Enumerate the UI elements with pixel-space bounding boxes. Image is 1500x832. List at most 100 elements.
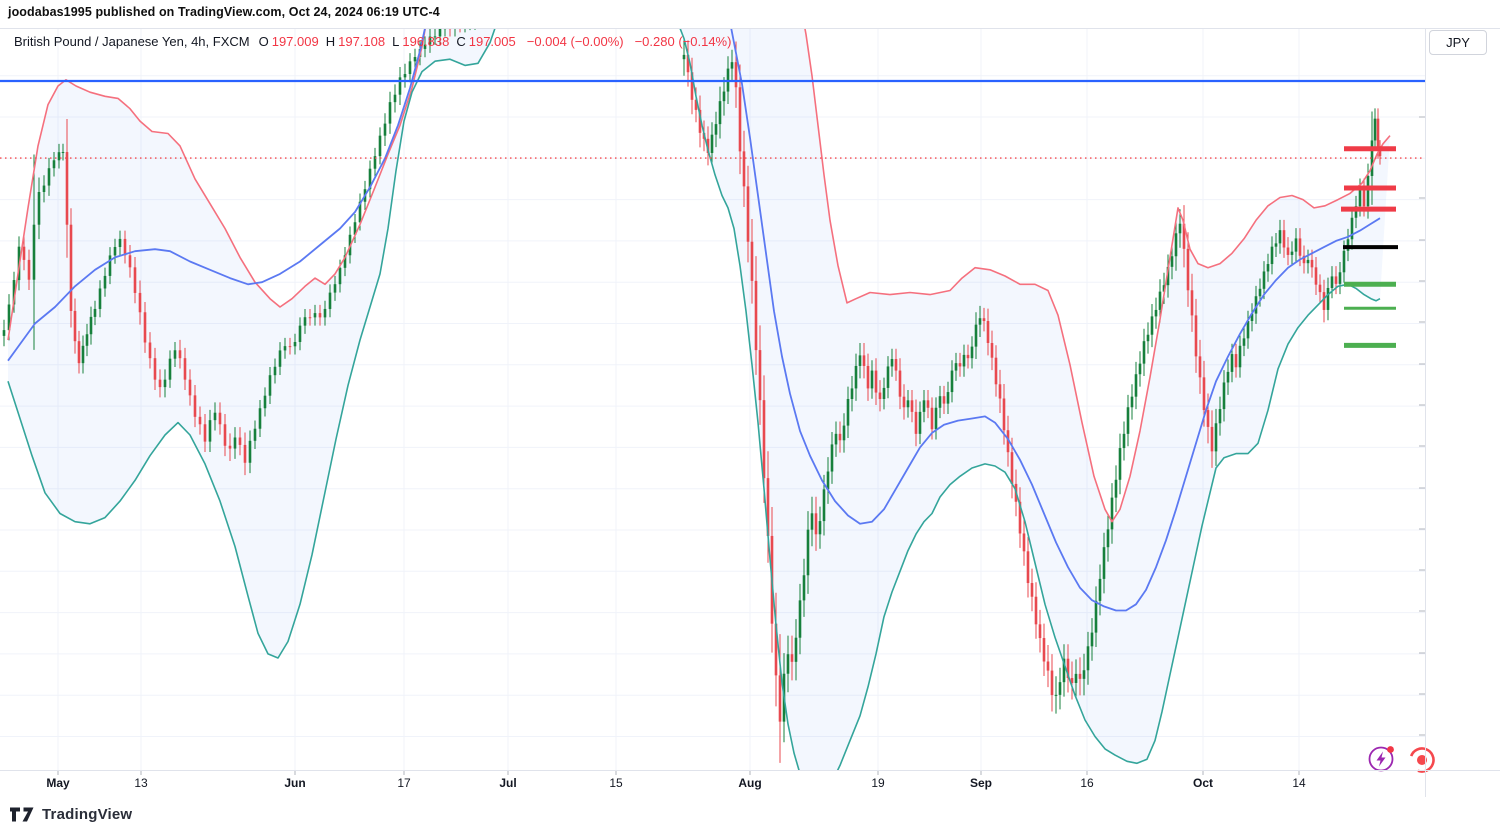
- candle-body: [1206, 410, 1210, 427]
- candle-body: [193, 395, 197, 417]
- candle-body: [81, 345, 85, 364]
- candle-body: [1134, 374, 1138, 397]
- flash-icon[interactable]: [1368, 746, 1394, 772]
- candle-body: [1054, 694, 1058, 696]
- candle-body: [866, 365, 870, 389]
- bollinger-basis-line: [7, 29, 1381, 612]
- bar-change-value: −0.280 (−0.14%): [634, 34, 732, 49]
- candle-body: [143, 312, 147, 343]
- candle-body: [1114, 479, 1118, 498]
- candle-body: [228, 445, 232, 449]
- candle-body: [1234, 354, 1238, 368]
- tradingview-logo[interactable]: TradingView: [10, 806, 132, 823]
- time-tick-label: Jun: [284, 776, 306, 790]
- candle-body: [998, 384, 1002, 399]
- candle-body: [158, 379, 162, 388]
- candle-body: [682, 54, 686, 60]
- candle-body: [2, 330, 6, 336]
- candle-body: [714, 124, 718, 135]
- candle-body: [790, 654, 794, 662]
- candle-body: [814, 513, 818, 535]
- candle-body: [173, 350, 177, 359]
- time-tick-label: 13: [134, 776, 148, 790]
- candle-body: [742, 151, 746, 187]
- currency-button[interactable]: JPY: [1429, 30, 1487, 55]
- candle-body: [1122, 433, 1126, 449]
- candle-body: [754, 280, 758, 351]
- candle-body: [686, 54, 690, 73]
- candle-body: [1042, 638, 1046, 662]
- candle-body: [1250, 313, 1254, 322]
- candle-body: [303, 317, 307, 326]
- candle-body: [1074, 673, 1078, 683]
- pane-content: [0, 15, 1425, 770]
- candle-body: [1270, 246, 1274, 265]
- candle-body: [47, 168, 51, 186]
- candle-body: [914, 411, 918, 434]
- candle-body: [1294, 238, 1298, 252]
- candle-body: [479, 15, 482, 16]
- candle-body: [690, 72, 694, 100]
- candle-body: [293, 342, 297, 347]
- candle-body: [318, 313, 322, 318]
- legend[interactable]: British Pound / Japanese Yen, 4h, FXCM O…: [14, 34, 731, 49]
- price-axis[interactable]: 198.000196.000195.000194.000193.000192.0…: [1426, 28, 1500, 770]
- candle-body: [218, 412, 222, 425]
- time-tick-label: 14: [1292, 776, 1306, 790]
- candle-body: [69, 224, 73, 311]
- candle-body: [1006, 430, 1010, 453]
- candle-body: [1326, 287, 1330, 310]
- candle-body: [1046, 661, 1050, 671]
- candle-body: [37, 192, 41, 225]
- candle-body: [378, 135, 382, 157]
- candle-body: [1194, 315, 1198, 357]
- candle-body: [118, 238, 122, 248]
- candle-body: [198, 416, 202, 425]
- candle-body: [1366, 175, 1370, 207]
- candle-body: [1166, 266, 1170, 286]
- candle-body: [283, 346, 287, 351]
- close-label: C: [456, 34, 466, 49]
- time-axis-separator: [0, 770, 1500, 771]
- candle-body: [57, 152, 61, 161]
- candle-body: [990, 342, 994, 358]
- candle-body: [1158, 291, 1162, 310]
- candle-body: [454, 24, 457, 28]
- candle-body: [1362, 188, 1366, 207]
- time-axis[interactable]: May 13 Jun 17 Jul 15 Aug 19 Sep 16 Oct 14: [0, 771, 1425, 797]
- candle-body: [1142, 341, 1146, 364]
- candle-body: [323, 308, 327, 318]
- candle-body: [878, 392, 882, 399]
- open-value: 197.009: [271, 34, 319, 49]
- candle-body: [886, 366, 890, 388]
- chart-pane[interactable]: [0, 0, 1425, 797]
- candle-body: [794, 637, 798, 662]
- candle-body: [223, 424, 227, 446]
- candle-body: [42, 185, 46, 193]
- notification-dot: [1387, 746, 1394, 753]
- candle-body: [358, 201, 362, 223]
- candle-body: [12, 280, 16, 305]
- candle-body: [1086, 646, 1090, 671]
- high-value: 197.108: [338, 34, 386, 49]
- candle-body: [1174, 233, 1178, 257]
- time-tick-label: Aug: [738, 776, 762, 790]
- tradingview-logo-icon: [10, 807, 34, 822]
- low-value: 196.838: [402, 34, 450, 49]
- candle-body: [1034, 596, 1038, 625]
- candle-body: [328, 292, 332, 309]
- candle-body: [730, 62, 734, 69]
- candle-body: [774, 623, 778, 676]
- candle-body: [393, 94, 397, 103]
- candle-body: [343, 255, 347, 268]
- candle-body: [1346, 239, 1350, 251]
- candle-body: [694, 99, 698, 110]
- candle-body: [826, 471, 830, 490]
- candle-body: [830, 444, 834, 472]
- candle-body: [1254, 296, 1258, 314]
- candle-body: [1030, 583, 1034, 597]
- candle-body: [123, 238, 127, 256]
- candle-body: [982, 318, 986, 322]
- candle-body: [1002, 398, 1006, 431]
- candle-body: [722, 91, 726, 102]
